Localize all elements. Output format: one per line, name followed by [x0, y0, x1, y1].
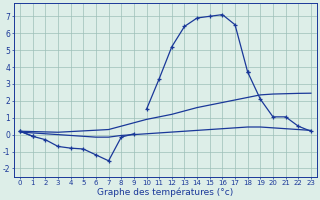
X-axis label: Graphe des températures (°c): Graphe des températures (°c) [97, 188, 234, 197]
